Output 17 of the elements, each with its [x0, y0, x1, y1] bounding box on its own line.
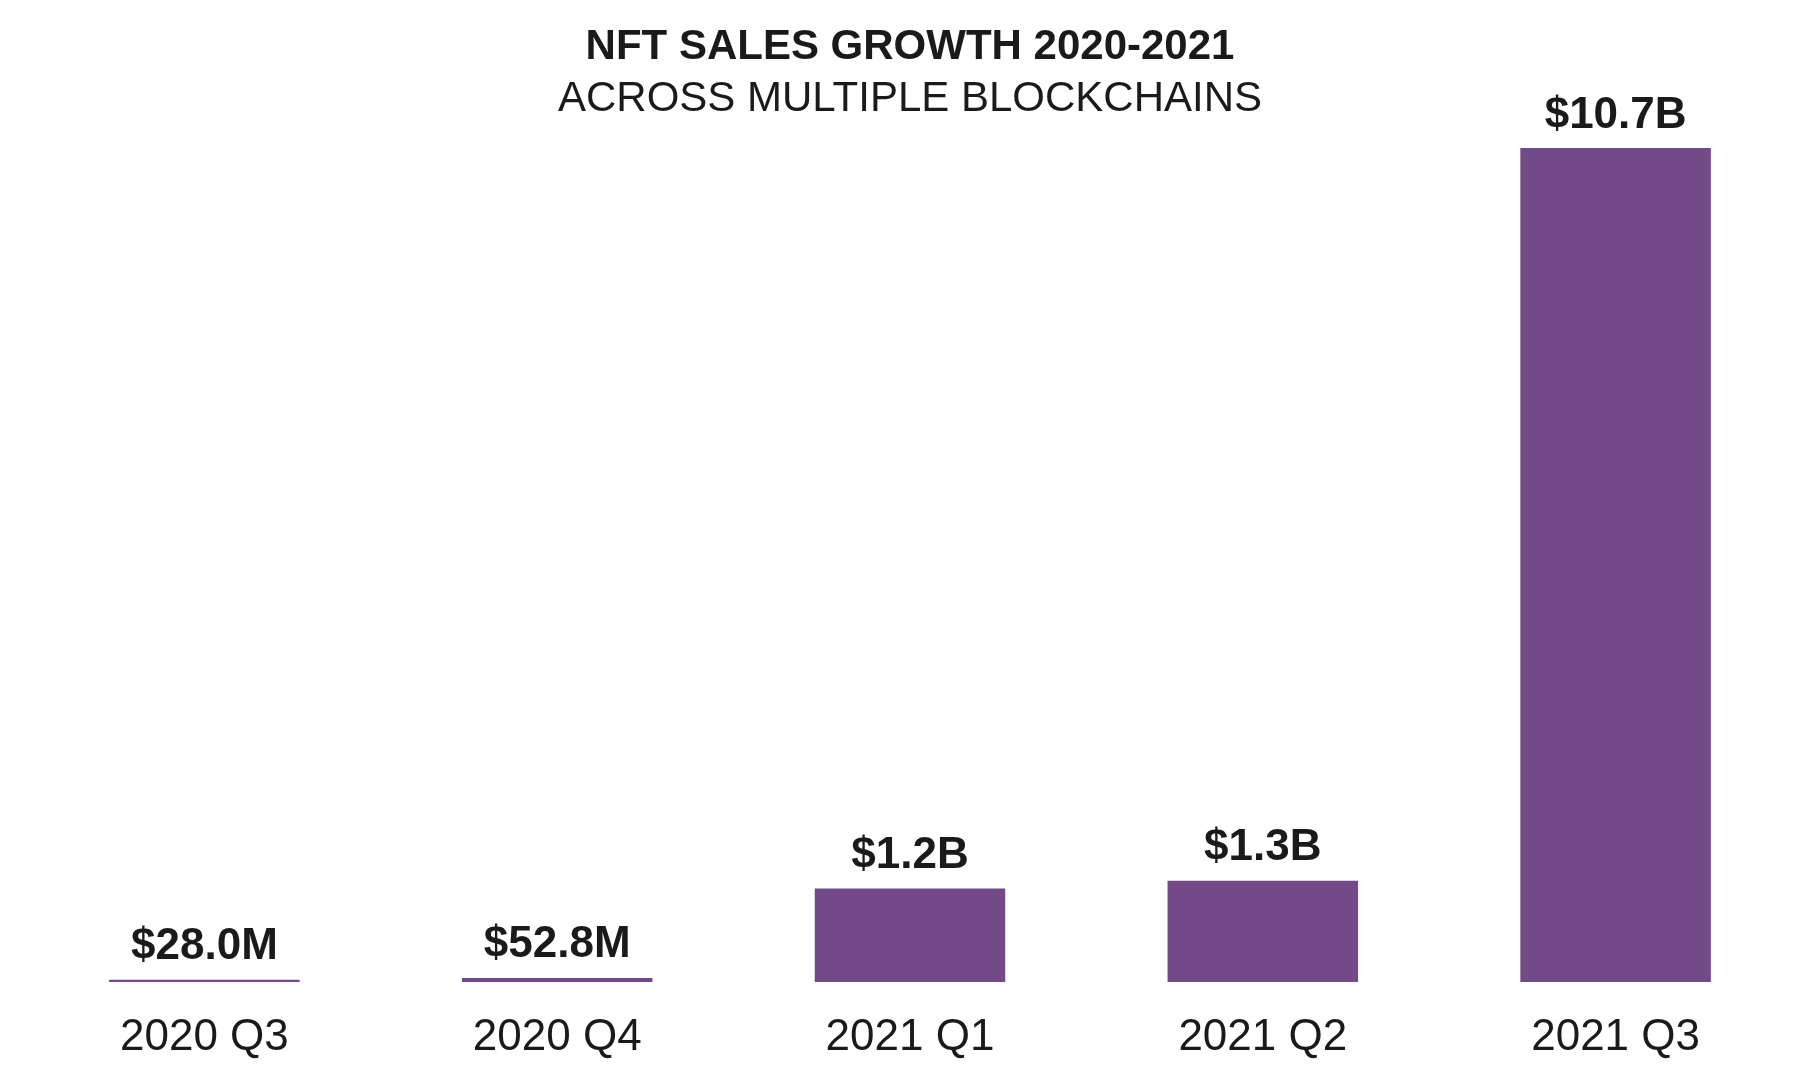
x-tick-label: 2021 Q1 — [825, 1009, 995, 1059]
data-label: $10.7B — [1544, 87, 1687, 137]
x-tick-label: 2020 Q3 — [119, 1009, 289, 1059]
bar — [1167, 880, 1359, 982]
chart-title: NFT SALES GROWTH 2020-2021 — [585, 20, 1235, 68]
x-tick-label: 2021 Q2 — [1178, 1009, 1348, 1059]
data-label: $28.0M — [131, 919, 278, 969]
data-label: $52.8M — [483, 917, 631, 967]
x-tick-label: 2021 Q3 — [1531, 1009, 1701, 1059]
bar — [461, 977, 653, 982]
bar — [814, 888, 1006, 982]
data-label: $1.2B — [851, 827, 969, 877]
data-label: $1.3B — [1204, 820, 1322, 870]
chart-subtitle: ACROSS MULTIPLE BLOCKCHAINS — [557, 72, 1263, 120]
bar — [109, 979, 300, 982]
bar — [1520, 148, 1711, 982]
x-tick-label: 2020 Q4 — [472, 1009, 642, 1059]
